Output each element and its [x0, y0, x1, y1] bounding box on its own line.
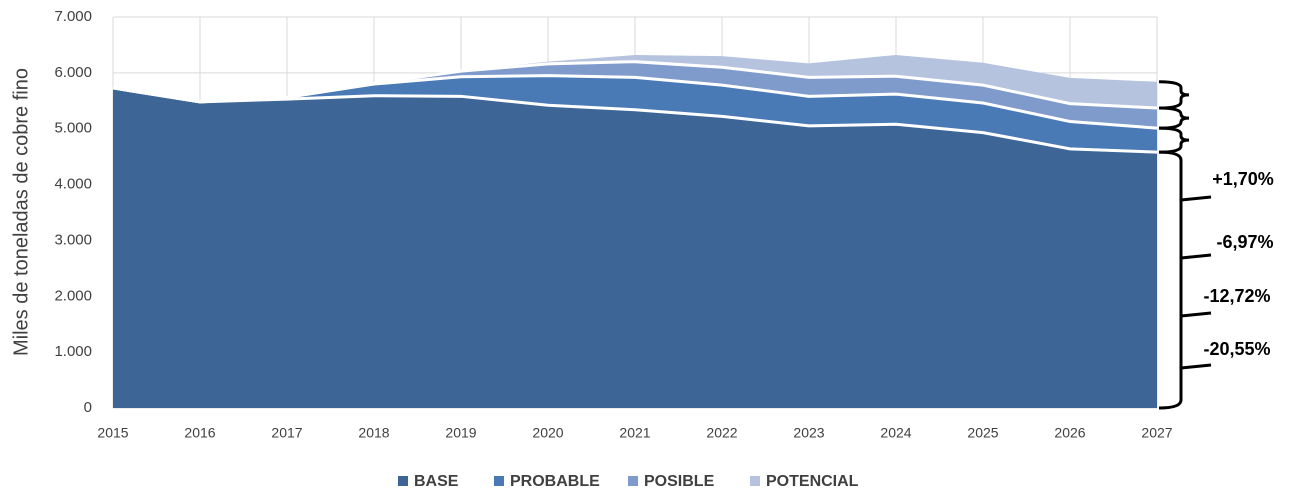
area	[113, 87, 1157, 408]
x-tick-label: 2016	[184, 425, 215, 441]
annotation: -12,72%	[1203, 286, 1270, 306]
y-tick-label: 3.000	[54, 231, 92, 248]
legend-swatch	[494, 476, 504, 486]
pointer	[1180, 253, 1212, 260]
x-tick-label: 2024	[880, 425, 911, 441]
legend-label: POSIBLE	[644, 473, 715, 490]
x-tick-label: 2023	[793, 425, 824, 441]
y-tick-label: 4.000	[54, 176, 92, 193]
x-tick-label: 2025	[967, 425, 998, 441]
annotation: -6,97%	[1216, 232, 1273, 252]
x-tick-label: 2015	[97, 425, 128, 441]
brace	[1158, 150, 1183, 410]
x-tick-label: 2026	[1054, 425, 1085, 441]
area-edge	[112, 86, 1158, 154]
pointer	[1180, 311, 1212, 318]
x-tick-label: 2021	[619, 425, 650, 441]
x-tick-label: 2020	[532, 425, 563, 441]
brace	[1158, 80, 1190, 110]
y-tick-label: 2.000	[54, 287, 92, 304]
brace	[1158, 106, 1190, 130]
x-tick-label: 2022	[706, 425, 737, 441]
area	[113, 61, 1157, 129]
legend-label: BASE	[414, 473, 459, 490]
y-tick-label: 1.000	[54, 343, 92, 360]
annotation: +1,70%	[1212, 169, 1274, 189]
x-tick-label: 2027	[1141, 425, 1172, 441]
y-tick-label: 6.000	[54, 64, 92, 81]
pointer	[1180, 363, 1212, 370]
area	[113, 54, 1157, 109]
legend-swatch	[628, 476, 638, 486]
x-tick-label: 2018	[358, 425, 389, 441]
legend-label: POTENCIAL	[766, 473, 859, 490]
area-edge	[112, 60, 1158, 110]
x-tick-label: 2017	[271, 425, 302, 441]
legend-swatch	[750, 476, 760, 486]
y-tick-label: 5.000	[54, 120, 92, 137]
pointer	[1180, 195, 1212, 202]
legend-swatch	[398, 476, 408, 486]
y-tick-label: 7.000	[54, 8, 92, 25]
x-tick-label: 2019	[445, 425, 476, 441]
annotation: -20,55%	[1203, 339, 1270, 359]
brace	[1158, 126, 1190, 154]
legend-label: PROBABLE	[510, 473, 600, 490]
y-axis-label: Miles de toneladas de cobre fino	[10, 68, 32, 356]
y-tick-label: 0	[84, 399, 92, 416]
